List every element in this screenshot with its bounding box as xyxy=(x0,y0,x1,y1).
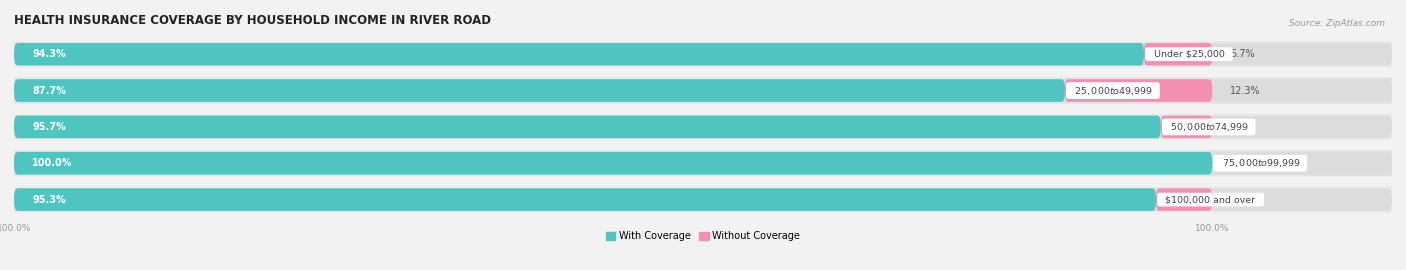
Text: 94.3%: 94.3% xyxy=(32,49,66,59)
FancyBboxPatch shape xyxy=(14,43,1144,65)
FancyBboxPatch shape xyxy=(14,150,1392,176)
Legend: With Coverage, Without Coverage: With Coverage, Without Coverage xyxy=(602,227,804,245)
FancyBboxPatch shape xyxy=(1144,43,1212,65)
FancyBboxPatch shape xyxy=(14,43,1392,65)
FancyBboxPatch shape xyxy=(14,152,1392,174)
Text: 4.3%: 4.3% xyxy=(1230,122,1254,132)
FancyBboxPatch shape xyxy=(14,41,1392,67)
Text: 5.7%: 5.7% xyxy=(1230,49,1254,59)
FancyBboxPatch shape xyxy=(14,152,1212,174)
Text: 95.3%: 95.3% xyxy=(32,195,66,205)
Text: Under $25,000: Under $25,000 xyxy=(1147,50,1230,59)
FancyBboxPatch shape xyxy=(14,114,1392,140)
Text: $50,000 to $74,999: $50,000 to $74,999 xyxy=(1164,121,1253,133)
Text: 100.0%: 100.0% xyxy=(32,158,73,168)
Text: $75,000 to $99,999: $75,000 to $99,999 xyxy=(1216,157,1305,169)
FancyBboxPatch shape xyxy=(14,188,1156,211)
FancyBboxPatch shape xyxy=(14,187,1392,213)
FancyBboxPatch shape xyxy=(1156,188,1212,211)
Text: 4.7%: 4.7% xyxy=(1230,195,1254,205)
Text: 12.3%: 12.3% xyxy=(1230,86,1261,96)
Text: Source: ZipAtlas.com: Source: ZipAtlas.com xyxy=(1289,19,1385,28)
FancyBboxPatch shape xyxy=(14,79,1064,102)
FancyBboxPatch shape xyxy=(1064,79,1212,102)
Text: 95.7%: 95.7% xyxy=(32,122,66,132)
Text: $100,000 and over: $100,000 and over xyxy=(1160,195,1261,204)
FancyBboxPatch shape xyxy=(14,116,1392,138)
Text: $25,000 to $49,999: $25,000 to $49,999 xyxy=(1069,85,1157,97)
FancyBboxPatch shape xyxy=(1161,116,1212,138)
Text: 87.7%: 87.7% xyxy=(32,86,66,96)
FancyBboxPatch shape xyxy=(14,116,1161,138)
Text: 0.0%: 0.0% xyxy=(1230,158,1254,168)
FancyBboxPatch shape xyxy=(14,77,1392,104)
FancyBboxPatch shape xyxy=(14,188,1392,211)
Text: HEALTH INSURANCE COVERAGE BY HOUSEHOLD INCOME IN RIVER ROAD: HEALTH INSURANCE COVERAGE BY HOUSEHOLD I… xyxy=(14,14,491,27)
FancyBboxPatch shape xyxy=(14,79,1392,102)
